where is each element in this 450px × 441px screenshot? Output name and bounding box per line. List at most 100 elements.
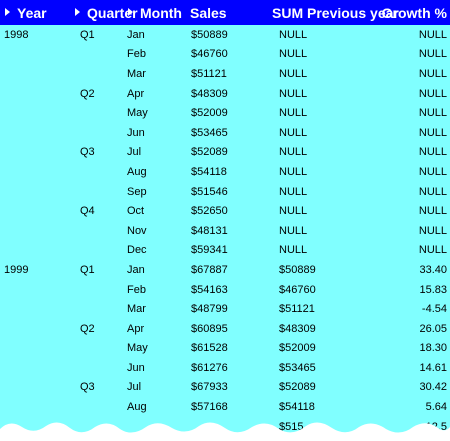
cell-year bbox=[0, 182, 70, 202]
cell-quarter bbox=[70, 280, 123, 300]
cell-sales: $48131 bbox=[191, 224, 228, 237]
cell-year bbox=[0, 319, 70, 339]
cell-quarter: Q2 bbox=[80, 322, 95, 335]
triangle-right-icon[interactable] bbox=[128, 8, 133, 17]
cell-sum-previous-year: NULL bbox=[279, 146, 308, 159]
cell-sales: $46760 bbox=[191, 48, 228, 61]
table-row[interactable]: 1998 Q1 Jan $50889 NULL NULL bbox=[0, 25, 450, 45]
column-header-label: Growth % bbox=[381, 4, 447, 21]
cell-month: Aug bbox=[127, 165, 147, 178]
cell-quarter bbox=[70, 299, 123, 319]
cell-quarter: Q3 bbox=[80, 146, 95, 159]
cell-sum-previous-year: $515 bbox=[279, 420, 304, 433]
cell-growth-pct: NULL bbox=[418, 107, 447, 120]
table-row[interactable]: Aug $54118 NULL NULL bbox=[0, 162, 450, 182]
table-row[interactable]: Sep $51546 NULL NULL bbox=[0, 182, 450, 202]
cell-year bbox=[0, 64, 70, 84]
cell-year bbox=[0, 221, 70, 241]
table-row[interactable]: Jun $53465 NULL NULL bbox=[0, 123, 450, 143]
cell-sum-previous-year: NULL bbox=[279, 244, 308, 257]
table-row[interactable]: Mar $48799 $51121 -4.54 bbox=[0, 299, 450, 319]
table-row[interactable]: May $52009 NULL NULL bbox=[0, 103, 450, 123]
table-row[interactable]: Feb $46760 NULL NULL bbox=[0, 45, 450, 65]
cell-year bbox=[0, 339, 70, 359]
cell-quarter bbox=[70, 182, 123, 202]
column-header-year[interactable]: Year bbox=[0, 0, 70, 25]
cell-quarter bbox=[70, 45, 123, 65]
column-header-quarter[interactable]: Quarter bbox=[70, 0, 138, 25]
table-row[interactable]: Mar $51121 NULL NULL bbox=[0, 64, 450, 84]
cell-month: Feb bbox=[127, 48, 146, 61]
cell-sales: $57168 bbox=[191, 401, 228, 414]
table-row[interactable]: Jun $61276 $53465 14.61 bbox=[0, 358, 450, 378]
cell-year bbox=[0, 103, 70, 123]
column-header-month[interactable]: Month bbox=[123, 0, 187, 25]
table-row[interactable]: Q2 Apr $60895 $48309 26.05 bbox=[0, 319, 450, 339]
table-body: 1998 Q1 Jan $50889 NULL NULL Feb $46760 NULL NULL… bbox=[0, 25, 450, 436]
cell-growth-pct: NULL bbox=[418, 165, 447, 178]
cell-quarter bbox=[70, 103, 123, 123]
cell-month: Apr bbox=[127, 322, 145, 335]
cell-quarter bbox=[70, 358, 123, 378]
table-row[interactable]: Q4 Oct $52650 NULL NULL bbox=[0, 201, 450, 221]
cell-growth-pct: NULL bbox=[418, 126, 447, 139]
cell-sum-previous-year: $54118 bbox=[279, 401, 315, 414]
header-row: Year Quarter Month Sales SUM Previous ye… bbox=[0, 0, 450, 25]
cell-month: Aug bbox=[127, 401, 147, 414]
cell-sales: $51546 bbox=[191, 185, 228, 198]
cell-sum-previous-year: $48309 bbox=[279, 322, 316, 335]
table-row[interactable]: Nov $48131 NULL NULL bbox=[0, 221, 450, 241]
table-row[interactable]: Q2 Apr $48309 NULL NULL bbox=[0, 84, 450, 104]
triangle-right-icon[interactable] bbox=[5, 8, 10, 17]
cell-month: Feb bbox=[127, 283, 146, 296]
cell-sales: $48309 bbox=[191, 87, 228, 100]
cell-year: 1999 bbox=[4, 263, 29, 276]
cell-growth-pct: 14.61 bbox=[419, 361, 447, 374]
cell-sales: $52089 bbox=[191, 146, 228, 159]
cell-growth-pct: NULL bbox=[418, 146, 447, 159]
table-row[interactable]: Feb $54163 $46760 15.83 bbox=[0, 280, 450, 300]
table-row[interactable]: Q3 Jul $67933 $52089 30.42 bbox=[0, 378, 450, 398]
cell-quarter: Q3 bbox=[80, 381, 95, 394]
column-header-growth-pct[interactable]: Growth % bbox=[355, 0, 450, 25]
torn-edge bbox=[0, 422, 450, 441]
cell-month: Mar bbox=[127, 303, 146, 316]
table-row[interactable]: 1999 Q1 Jan $67887 $50889 33.40 bbox=[0, 260, 450, 280]
table-row[interactable]: May $61528 $52009 18.30 bbox=[0, 339, 450, 359]
cell-year bbox=[0, 397, 70, 417]
table-row[interactable]: Aug $57168 $54118 5.64 bbox=[0, 397, 450, 417]
cell-sales: $52650 bbox=[191, 205, 228, 218]
cell-growth-pct: NULL bbox=[418, 244, 447, 257]
cell-growth-pct: 18.30 bbox=[419, 342, 447, 355]
cell-quarter: Q1 bbox=[80, 263, 95, 276]
cell-year bbox=[0, 143, 70, 163]
cell-month: Jan bbox=[127, 28, 145, 41]
cell-growth-pct: NULL bbox=[418, 87, 447, 100]
column-header-label: Quarter bbox=[87, 4, 138, 21]
cell-sum-previous-year: NULL bbox=[279, 67, 308, 80]
column-header-label: SUM Previous year bbox=[272, 4, 399, 21]
column-header-sum-previous-year[interactable]: SUM Previous year bbox=[269, 0, 399, 25]
cell-year bbox=[0, 280, 70, 300]
cell-quarter bbox=[70, 162, 123, 182]
cell-sum-previous-year: NULL bbox=[279, 185, 308, 198]
cell-year bbox=[0, 241, 70, 261]
cell-sum-previous-year: NULL bbox=[279, 126, 308, 139]
cell-growth-pct: 30.42 bbox=[419, 381, 447, 394]
cell-month: Oct bbox=[127, 205, 145, 218]
cell-year bbox=[0, 123, 70, 143]
cell-sum-previous-year: NULL bbox=[279, 165, 308, 178]
table-row[interactable]: $515 12.5 bbox=[0, 417, 450, 437]
cell-sales: $61276 bbox=[191, 361, 228, 374]
triangle-right-icon[interactable] bbox=[75, 8, 80, 17]
cell-year: 1998 bbox=[4, 28, 29, 41]
table-row[interactable]: Q3 Jul $52089 NULL NULL bbox=[0, 143, 450, 163]
cell-month: Apr bbox=[127, 87, 145, 100]
cell-growth-pct: -4.54 bbox=[421, 303, 447, 316]
cell-year bbox=[0, 378, 70, 398]
cell-quarter: Q1 bbox=[80, 28, 95, 41]
table-row[interactable]: Dec $59341 NULL NULL bbox=[0, 241, 450, 261]
cell-sales: $53465 bbox=[191, 126, 228, 139]
column-header-sales[interactable]: Sales bbox=[187, 0, 269, 25]
